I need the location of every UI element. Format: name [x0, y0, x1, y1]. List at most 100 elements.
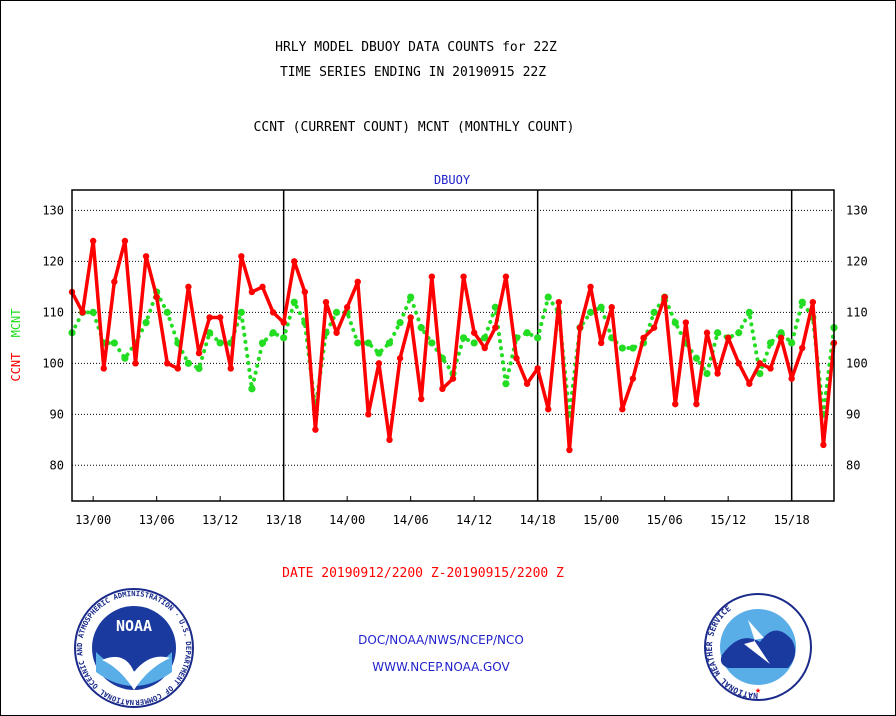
url-link[interactable]: WWW.NCEP.NOAA.GOV: [372, 660, 510, 674]
data-point-ccnt: [111, 278, 118, 285]
data-point-mcnt: [502, 380, 510, 388]
axis-layer: 80 80 90 90 100 100 110 110 120 120 130 130 13/00 13/…: [42, 203, 867, 527]
data-point-mcnt: [692, 354, 701, 362]
data-point-ccnt: [640, 334, 647, 342]
data-point-mcnt: [354, 339, 362, 347]
x-tick-label: 13/18: [266, 513, 302, 527]
data-point-ccnt: [597, 339, 605, 347]
data-point-mcnt: [385, 339, 394, 347]
data-point-mcnt: [618, 344, 626, 352]
data-point-ccnt: [439, 385, 446, 393]
y-tick-label-left: 90: [50, 407, 64, 421]
data-point-ccnt: [354, 278, 361, 285]
data-point-ccnt: [121, 237, 129, 245]
data-point-ccnt: [534, 365, 541, 372]
data-point-mcnt: [703, 369, 711, 378]
data-point-mcnt: [89, 308, 97, 316]
data-point-ccnt: [777, 334, 785, 342]
data-point-ccnt: [492, 324, 499, 331]
x-tick-label: 13/06: [139, 513, 175, 527]
data-point-ccnt: [714, 370, 721, 377]
x-tick-label: 14/18: [520, 513, 556, 527]
data-point-mcnt: [756, 369, 764, 378]
data-point-mcnt: [396, 318, 404, 327]
data-point-ccnt: [79, 309, 86, 316]
chart-subtitle: CCNT (CURRENT COUNT) MCNT (MONTHLY COUNT…: [253, 120, 575, 135]
data-point-mcnt: [258, 339, 267, 347]
data-point-ccnt: [343, 304, 351, 311]
data-point-ccnt: [513, 355, 520, 362]
data-point-ccnt: [661, 293, 668, 301]
data-point-ccnt: [809, 298, 817, 306]
data-point-mcnt: [205, 329, 214, 337]
date-range: DATE 20190912/2200 Z-20190915/2200 Z: [282, 566, 564, 581]
x-tick-label: 15/18: [774, 513, 810, 527]
plot-series-title: DBUOY: [434, 173, 471, 187]
data-point-ccnt: [566, 446, 573, 454]
data-point-mcnt: [544, 293, 552, 301]
data-point-ccnt: [650, 324, 658, 331]
data-point-ccnt: [259, 283, 266, 291]
data-point-mcnt: [713, 329, 722, 337]
data-point-mcnt: [280, 334, 288, 342]
data-point-ccnt: [576, 324, 584, 331]
data-point-mcnt: [407, 293, 415, 301]
series-line-ccnt: [70, 239, 836, 452]
data-point-ccnt: [132, 360, 139, 367]
data-point-ccnt: [269, 309, 277, 316]
chart-title-line2: TIME SERIES ENDING IN 20190915 22Z: [279, 65, 547, 80]
data-point-ccnt: [820, 441, 827, 449]
data-point-ccnt: [418, 395, 425, 403]
data-point-ccnt: [280, 319, 287, 326]
y-tick-label-right: 130: [846, 203, 868, 217]
x-tick-label: 14/12: [456, 513, 492, 527]
data-point-ccnt: [619, 406, 626, 413]
data-point-mcnt: [735, 329, 743, 337]
data-point-mcnt: [428, 339, 436, 347]
data-point-mcnt: [121, 354, 129, 362]
data-point-ccnt: [428, 273, 436, 280]
data-point-ccnt: [682, 319, 690, 326]
data-point-mcnt: [459, 334, 468, 342]
data-point-ccnt: [767, 365, 774, 372]
data-point-ccnt: [195, 349, 203, 357]
data-point-ccnt: [164, 360, 171, 367]
data-point-mcnt: [650, 308, 658, 316]
series-layer: [68, 237, 838, 454]
data-point-ccnt: [174, 365, 182, 372]
data-point-mcnt: [597, 303, 605, 311]
data-point-mcnt: [745, 308, 753, 316]
data-point-ccnt: [142, 253, 150, 260]
data-point-mcnt: [332, 308, 341, 316]
x-tick-label: 13/12: [202, 513, 238, 527]
data-point-mcnt: [629, 344, 637, 352]
data-point-mcnt: [481, 334, 489, 342]
data-point-mcnt: [777, 329, 785, 337]
data-point-ccnt: [89, 237, 97, 245]
x-tick-label: 15/12: [710, 513, 746, 527]
data-point-ccnt: [396, 355, 404, 362]
data-point-ccnt: [227, 365, 234, 372]
data-point-ccnt: [481, 344, 488, 352]
data-point-ccnt: [502, 273, 510, 280]
data-point-mcnt: [237, 308, 245, 316]
data-point-ccnt: [216, 314, 224, 321]
org-line: DOC/NOAA/NWS/NCEP/NCO: [358, 633, 524, 647]
y-axis-label-mcnt: MCNT: [9, 308, 23, 337]
data-point-mcnt: [671, 318, 679, 327]
data-point-ccnt: [470, 329, 478, 336]
data-point-mcnt: [766, 339, 775, 347]
data-point-ccnt: [333, 329, 340, 336]
x-tick-label: 13/00: [75, 513, 111, 527]
data-point-mcnt: [470, 339, 478, 347]
x-tick-label: 14/06: [393, 513, 429, 527]
data-point-mcnt: [184, 359, 193, 367]
y-tick-label-left: 110: [42, 305, 64, 319]
data-point-ccnt: [301, 288, 309, 296]
data-point-ccnt: [587, 283, 594, 291]
data-point-mcnt: [142, 318, 150, 327]
data-point-mcnt: [417, 324, 425, 332]
chart-title-line1: HRLY MODEL DBUOY DATA COUNTS for 22Z: [275, 40, 557, 55]
y-tick-label-left: 80: [50, 458, 64, 472]
y-axis-label-ccnt: CCNT: [9, 353, 23, 382]
